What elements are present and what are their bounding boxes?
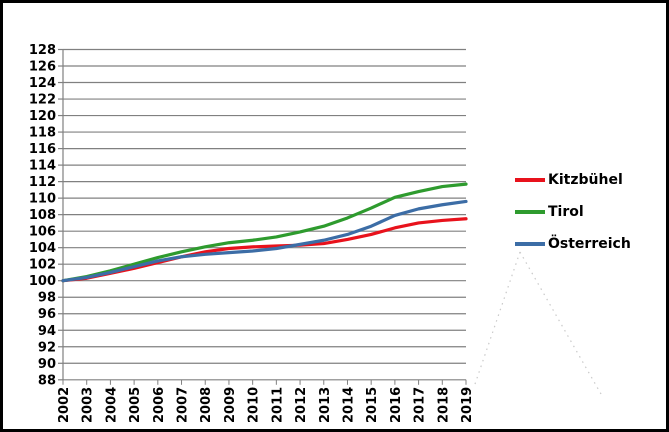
legend-item-tirol: Tirol: [515, 196, 631, 228]
svg-text:2004: 2004: [104, 387, 119, 423]
svg-text:122: 122: [29, 93, 56, 108]
svg-text:106: 106: [29, 225, 56, 240]
series-line-sterreich: [61, 199, 468, 283]
svg-text:112: 112: [29, 175, 56, 190]
svg-text:2009: 2009: [223, 387, 238, 423]
svg-text:2002: 2002: [57, 387, 72, 423]
line-chart: 8890929496981001021041061081101121141161…: [29, 43, 602, 423]
svg-text:2017: 2017: [413, 387, 428, 423]
svg-text:104: 104: [29, 241, 56, 256]
svg-text:90: 90: [38, 357, 56, 372]
svg-text:124: 124: [29, 76, 56, 91]
svg-text:114: 114: [29, 159, 56, 174]
svg-text:2005: 2005: [128, 387, 143, 423]
svg-text:2015: 2015: [365, 387, 380, 423]
svg-text:2008: 2008: [199, 387, 214, 423]
svg-text:120: 120: [29, 109, 56, 124]
svg-text:110: 110: [29, 192, 56, 207]
svg-text:128: 128: [29, 43, 56, 58]
svg-text:92: 92: [38, 340, 56, 355]
svg-text:102: 102: [29, 258, 56, 273]
svg-text:108: 108: [29, 208, 56, 223]
legend-item-oesterreich: Österreich: [515, 228, 631, 260]
svg-text:2013: 2013: [318, 387, 333, 423]
svg-text:100: 100: [29, 274, 56, 289]
svg-text:94: 94: [38, 324, 56, 339]
svg-text:126: 126: [29, 60, 56, 75]
svg-text:88: 88: [38, 373, 56, 388]
legend-label-oesterreich: Österreich: [548, 236, 631, 252]
svg-text:2011: 2011: [270, 387, 285, 423]
svg-text:2007: 2007: [176, 387, 191, 423]
series-line-tirol: [61, 182, 468, 283]
svg-text:2010: 2010: [247, 387, 262, 423]
svg-text:96: 96: [38, 307, 56, 322]
legend-swatch-oesterreich: [515, 242, 545, 246]
svg-text:2016: 2016: [389, 387, 404, 423]
svg-text:116: 116: [29, 142, 56, 157]
chart-legend: Kitzbühel Tirol Österreich: [515, 164, 631, 260]
svg-text:118: 118: [29, 126, 56, 141]
legend-label-kitzbuehel: Kitzbühel: [548, 172, 623, 188]
svg-text:2006: 2006: [152, 387, 167, 423]
legend-item-kitzbuehel: Kitzbühel: [515, 164, 631, 196]
svg-text:2003: 2003: [81, 387, 96, 423]
svg-text:2019: 2019: [460, 387, 475, 423]
legend-swatch-tirol: [515, 210, 545, 214]
svg-text:2018: 2018: [436, 387, 451, 423]
legend-label-tirol: Tirol: [548, 204, 584, 220]
svg-text:2014: 2014: [341, 387, 356, 423]
svg-text:98: 98: [38, 291, 56, 306]
svg-text:2012: 2012: [294, 387, 309, 423]
legend-swatch-kitzbuehel: [515, 178, 545, 182]
